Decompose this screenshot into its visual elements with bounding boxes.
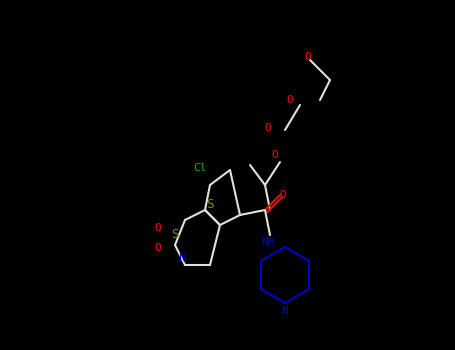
Text: O: O xyxy=(287,95,293,105)
Text: O: O xyxy=(155,243,162,253)
Text: O: O xyxy=(272,150,278,160)
Text: S: S xyxy=(171,229,179,241)
Text: N: N xyxy=(178,252,186,265)
Text: NH: NH xyxy=(261,237,275,247)
Text: O: O xyxy=(305,52,311,62)
Text: O: O xyxy=(280,190,286,200)
Text: S: S xyxy=(206,198,214,211)
Text: O: O xyxy=(265,123,271,133)
Text: O: O xyxy=(155,223,162,233)
Text: N: N xyxy=(282,306,288,316)
Text: Cl: Cl xyxy=(193,163,207,173)
